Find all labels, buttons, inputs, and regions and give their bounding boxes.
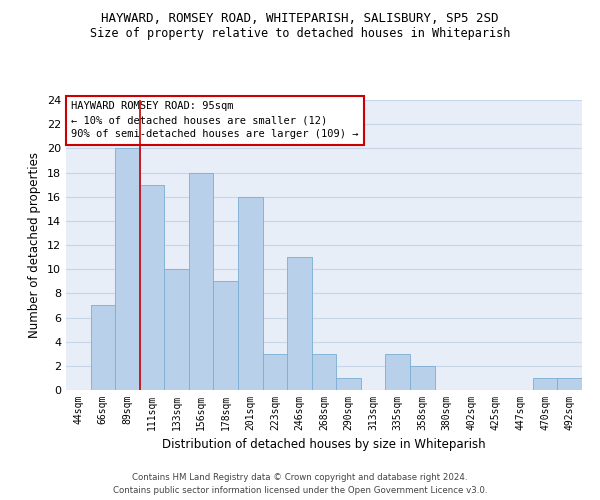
Bar [91, 306, 115, 390]
Bar [263, 354, 287, 390]
X-axis label: Distribution of detached houses by size in Whiteparish: Distribution of detached houses by size … [162, 438, 486, 452]
Bar [312, 354, 336, 390]
Bar [214, 281, 238, 390]
Y-axis label: Number of detached properties: Number of detached properties [28, 152, 41, 338]
Bar [336, 378, 361, 390]
Text: HAYWARD, ROMSEY ROAD, WHITEPARISH, SALISBURY, SP5 2SD: HAYWARD, ROMSEY ROAD, WHITEPARISH, SALIS… [101, 12, 499, 26]
Bar [385, 354, 410, 390]
Bar [533, 378, 557, 390]
Bar [115, 148, 140, 390]
Text: Size of property relative to detached houses in Whiteparish: Size of property relative to detached ho… [90, 28, 510, 40]
Bar [557, 378, 582, 390]
Text: Contains HM Land Registry data © Crown copyright and database right 2024.: Contains HM Land Registry data © Crown c… [132, 472, 468, 482]
Bar [140, 184, 164, 390]
Bar [410, 366, 434, 390]
Bar [238, 196, 263, 390]
Text: HAYWARD ROMSEY ROAD: 95sqm
← 10% of detached houses are smaller (12)
90% of semi: HAYWARD ROMSEY ROAD: 95sqm ← 10% of deta… [71, 102, 359, 140]
Bar [164, 269, 189, 390]
Bar [287, 257, 312, 390]
Text: Contains public sector information licensed under the Open Government Licence v3: Contains public sector information licen… [113, 486, 487, 495]
Bar [189, 172, 214, 390]
